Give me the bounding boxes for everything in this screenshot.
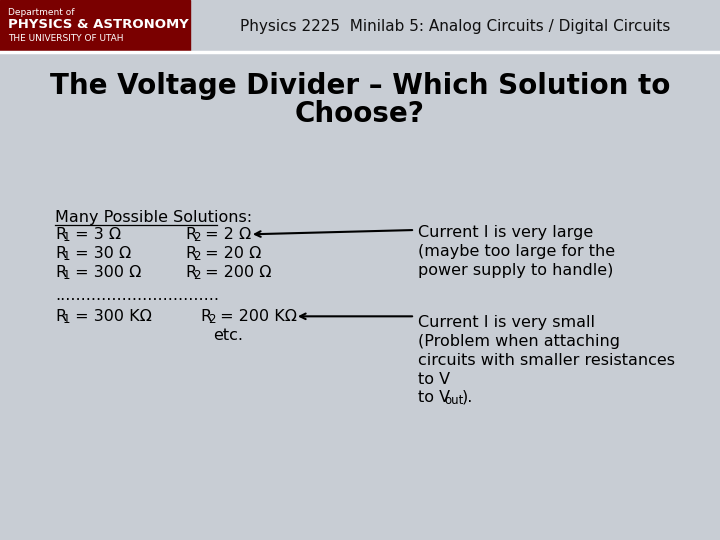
Text: Department of: Department of	[8, 8, 74, 17]
Text: 2: 2	[193, 250, 200, 263]
Text: = 200 KΩ: = 200 KΩ	[215, 309, 297, 324]
Text: R: R	[55, 309, 66, 324]
Text: R: R	[55, 265, 66, 280]
Text: Current I is very large: Current I is very large	[418, 225, 593, 240]
Text: 1: 1	[63, 313, 71, 326]
Text: to V: to V	[418, 390, 450, 405]
Text: ).: ).	[462, 390, 473, 405]
Text: Current I is very small: Current I is very small	[418, 315, 595, 330]
Text: 1: 1	[63, 231, 71, 244]
Text: PHYSICS & ASTRONOMY: PHYSICS & ASTRONOMY	[8, 18, 189, 31]
Text: 1: 1	[63, 250, 71, 263]
Text: out: out	[444, 394, 464, 407]
Text: etc.: etc.	[213, 328, 243, 343]
Text: = 30 Ω: = 30 Ω	[70, 246, 131, 261]
Text: circuits with smaller resistances: circuits with smaller resistances	[418, 353, 675, 368]
Text: Physics 2225  Minilab 5: Analog Circuits / Digital Circuits: Physics 2225 Minilab 5: Analog Circuits …	[240, 18, 670, 33]
Text: 2: 2	[193, 269, 200, 282]
Text: to V: to V	[418, 372, 450, 387]
Text: (Problem when attaching: (Problem when attaching	[418, 334, 620, 349]
Text: (maybe too large for the: (maybe too large for the	[418, 244, 615, 259]
Text: = 3 Ω: = 3 Ω	[70, 227, 121, 242]
Text: 2: 2	[193, 231, 200, 244]
Text: = 200 Ω: = 200 Ω	[200, 265, 271, 280]
Bar	[0, 0, 190, 52]
Text: Many Possible Solutions:: Many Possible Solutions:	[55, 210, 252, 225]
Text: The Voltage Divider – Which Solution to: The Voltage Divider – Which Solution to	[50, 72, 670, 100]
Text: = 300 Ω: = 300 Ω	[70, 265, 141, 280]
Text: R: R	[185, 227, 196, 242]
Text: = 2 Ω: = 2 Ω	[200, 227, 251, 242]
Text: power supply to handle): power supply to handle)	[418, 263, 613, 278]
Text: = 300 KΩ: = 300 KΩ	[70, 309, 152, 324]
Text: 1: 1	[63, 269, 71, 282]
Text: THE UNIVERSITY OF UTAH: THE UNIVERSITY OF UTAH	[8, 34, 124, 43]
Text: 2: 2	[208, 313, 215, 326]
Text: R: R	[185, 246, 196, 261]
Text: R: R	[185, 265, 196, 280]
Text: = 20 Ω: = 20 Ω	[200, 246, 261, 261]
Text: R: R	[200, 309, 211, 324]
Text: R: R	[55, 227, 66, 242]
Text: ................................: ................................	[55, 288, 219, 303]
Text: Choose?: Choose?	[295, 100, 425, 128]
Text: R: R	[55, 246, 66, 261]
